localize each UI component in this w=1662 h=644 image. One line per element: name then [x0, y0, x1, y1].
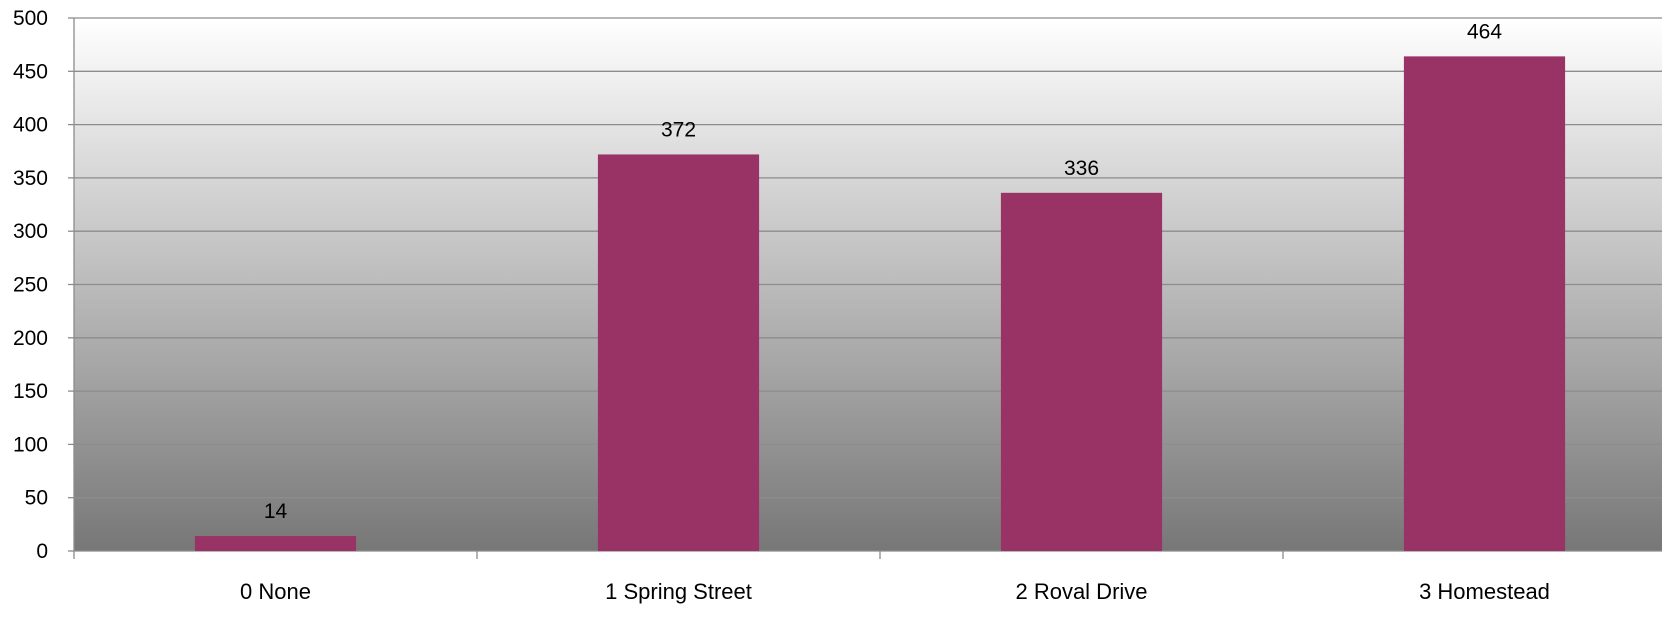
- x-category-label: 0 None: [240, 579, 311, 604]
- data-label: 14: [264, 500, 288, 523]
- y-tick-label: 150: [13, 380, 48, 403]
- y-tick-label: 350: [13, 167, 48, 190]
- bar: [194, 536, 357, 551]
- gridlines: [74, 17, 1662, 499]
- x-category-label: 3 Homestead: [1419, 579, 1550, 604]
- x-category-label: 2 Roval Drive: [1015, 579, 1147, 604]
- data-label: 372: [661, 118, 696, 141]
- x-category-label: 1 Spring Street: [605, 579, 752, 604]
- y-tick-label: 0: [36, 540, 48, 563]
- y-tick-label: 250: [13, 274, 48, 297]
- bars: [194, 56, 1566, 551]
- y-tick-label: 100: [13, 433, 48, 456]
- bar: [597, 154, 760, 551]
- data-label: 336: [1064, 157, 1099, 180]
- labels: 0 50 100 150 200 250 300 350 400 450 500 14 0 None 37…: [13, 7, 1550, 604]
- y-tick-label: 400: [13, 114, 48, 137]
- y-tick-label: 450: [13, 60, 48, 83]
- y-tick-label: 200: [13, 327, 48, 350]
- bar: [1000, 192, 1163, 551]
- y-tick-label: 500: [13, 7, 48, 30]
- data-label: 464: [1467, 20, 1502, 43]
- y-tick-label: 50: [25, 487, 48, 510]
- bar: [1403, 56, 1566, 551]
- y-tick-label: 300: [13, 220, 48, 243]
